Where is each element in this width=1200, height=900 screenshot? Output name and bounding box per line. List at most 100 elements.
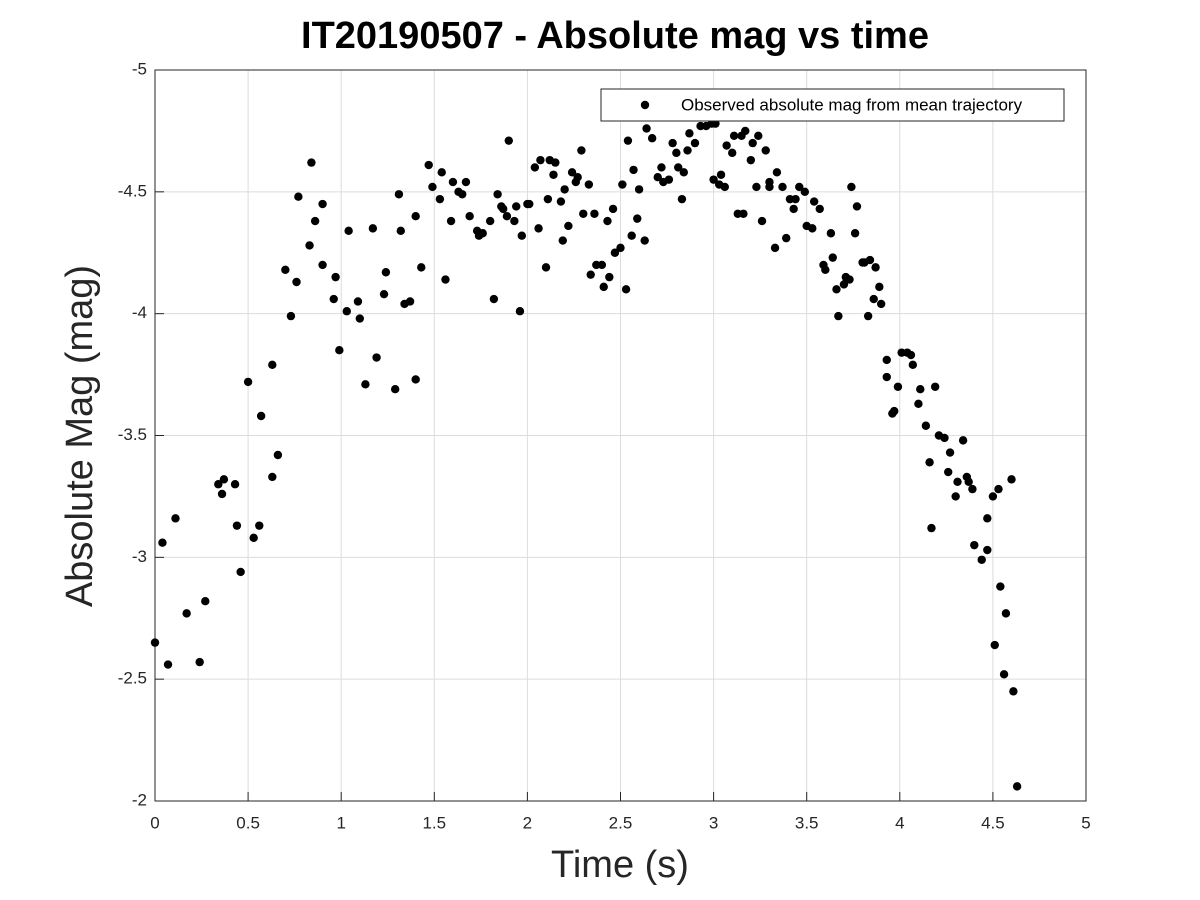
point bbox=[236, 567, 245, 577]
point bbox=[478, 229, 487, 238]
point bbox=[158, 538, 167, 547]
point bbox=[850, 229, 860, 238]
point bbox=[679, 168, 689, 177]
point bbox=[458, 190, 467, 199]
point bbox=[914, 399, 923, 409]
point bbox=[1001, 609, 1011, 618]
point bbox=[530, 163, 540, 172]
point bbox=[778, 182, 787, 192]
point bbox=[951, 492, 960, 501]
point bbox=[525, 199, 534, 209]
point bbox=[752, 182, 761, 192]
point bbox=[834, 311, 843, 321]
point bbox=[249, 533, 258, 543]
point bbox=[599, 282, 608, 292]
legend-marker bbox=[640, 100, 650, 110]
point bbox=[446, 216, 456, 226]
point bbox=[642, 124, 651, 133]
point bbox=[990, 640, 999, 650]
point bbox=[150, 638, 160, 647]
x-tick-label: 1.5 bbox=[422, 813, 446, 832]
point bbox=[930, 382, 940, 391]
point bbox=[243, 377, 253, 387]
point bbox=[428, 182, 437, 192]
point bbox=[344, 226, 353, 236]
point bbox=[502, 212, 512, 221]
y-tick-label: -3.5 bbox=[118, 425, 147, 444]
point bbox=[411, 375, 420, 384]
point bbox=[608, 204, 618, 214]
point bbox=[958, 436, 968, 445]
y-tick-label: -2.5 bbox=[118, 669, 147, 688]
point bbox=[729, 131, 739, 140]
point bbox=[826, 229, 836, 238]
point bbox=[390, 385, 400, 394]
point bbox=[603, 216, 612, 226]
point bbox=[875, 282, 884, 292]
point bbox=[925, 458, 934, 467]
point bbox=[1007, 475, 1016, 484]
point bbox=[489, 294, 499, 304]
point bbox=[832, 285, 841, 294]
point bbox=[640, 236, 649, 245]
point bbox=[627, 231, 636, 240]
y-tick-label: -4.5 bbox=[118, 181, 147, 200]
point bbox=[510, 216, 519, 226]
point bbox=[567, 168, 577, 177]
point bbox=[890, 406, 899, 416]
point bbox=[268, 360, 277, 370]
point bbox=[307, 158, 316, 167]
point bbox=[977, 555, 986, 564]
point bbox=[634, 185, 644, 194]
point bbox=[411, 212, 420, 221]
point bbox=[996, 582, 1005, 591]
point bbox=[558, 236, 567, 245]
y-tick-label: -3 bbox=[132, 547, 147, 566]
point bbox=[921, 421, 931, 430]
point bbox=[668, 138, 677, 148]
point bbox=[163, 660, 173, 669]
point bbox=[690, 138, 700, 148]
point bbox=[590, 209, 599, 218]
point bbox=[809, 197, 819, 206]
point bbox=[577, 146, 586, 155]
point bbox=[720, 182, 729, 192]
point bbox=[485, 216, 495, 226]
y-axis-label: Absolute Mag (mag) bbox=[59, 265, 101, 607]
point bbox=[893, 382, 903, 391]
point bbox=[396, 226, 405, 236]
point bbox=[610, 248, 620, 257]
point bbox=[465, 212, 474, 221]
point bbox=[1012, 782, 1022, 791]
point bbox=[256, 411, 266, 421]
point bbox=[255, 521, 264, 530]
point bbox=[515, 307, 525, 316]
x-tick-label: 4.5 bbox=[981, 813, 1005, 832]
point bbox=[556, 197, 566, 206]
point bbox=[437, 168, 446, 177]
legend-label: Observed absolute mag from mean trajecto… bbox=[681, 95, 1023, 114]
point bbox=[916, 385, 925, 394]
point bbox=[597, 260, 607, 270]
point bbox=[342, 307, 351, 316]
point bbox=[647, 134, 657, 143]
point bbox=[876, 299, 886, 309]
point bbox=[945, 448, 955, 457]
point bbox=[869, 294, 878, 304]
point bbox=[808, 224, 817, 233]
point bbox=[381, 268, 391, 277]
point bbox=[906, 350, 916, 360]
point bbox=[273, 450, 283, 460]
point bbox=[782, 233, 791, 243]
x-tick-label: 4 bbox=[895, 813, 904, 832]
point bbox=[573, 173, 582, 182]
point bbox=[536, 155, 545, 165]
y-tick-label: -4 bbox=[132, 303, 147, 322]
point bbox=[281, 265, 290, 275]
point bbox=[988, 492, 998, 501]
point bbox=[828, 253, 837, 262]
point bbox=[968, 484, 977, 494]
point bbox=[983, 514, 992, 523]
point bbox=[716, 170, 726, 179]
legend: Observed absolute mag from mean trajecto… bbox=[600, 88, 1065, 122]
